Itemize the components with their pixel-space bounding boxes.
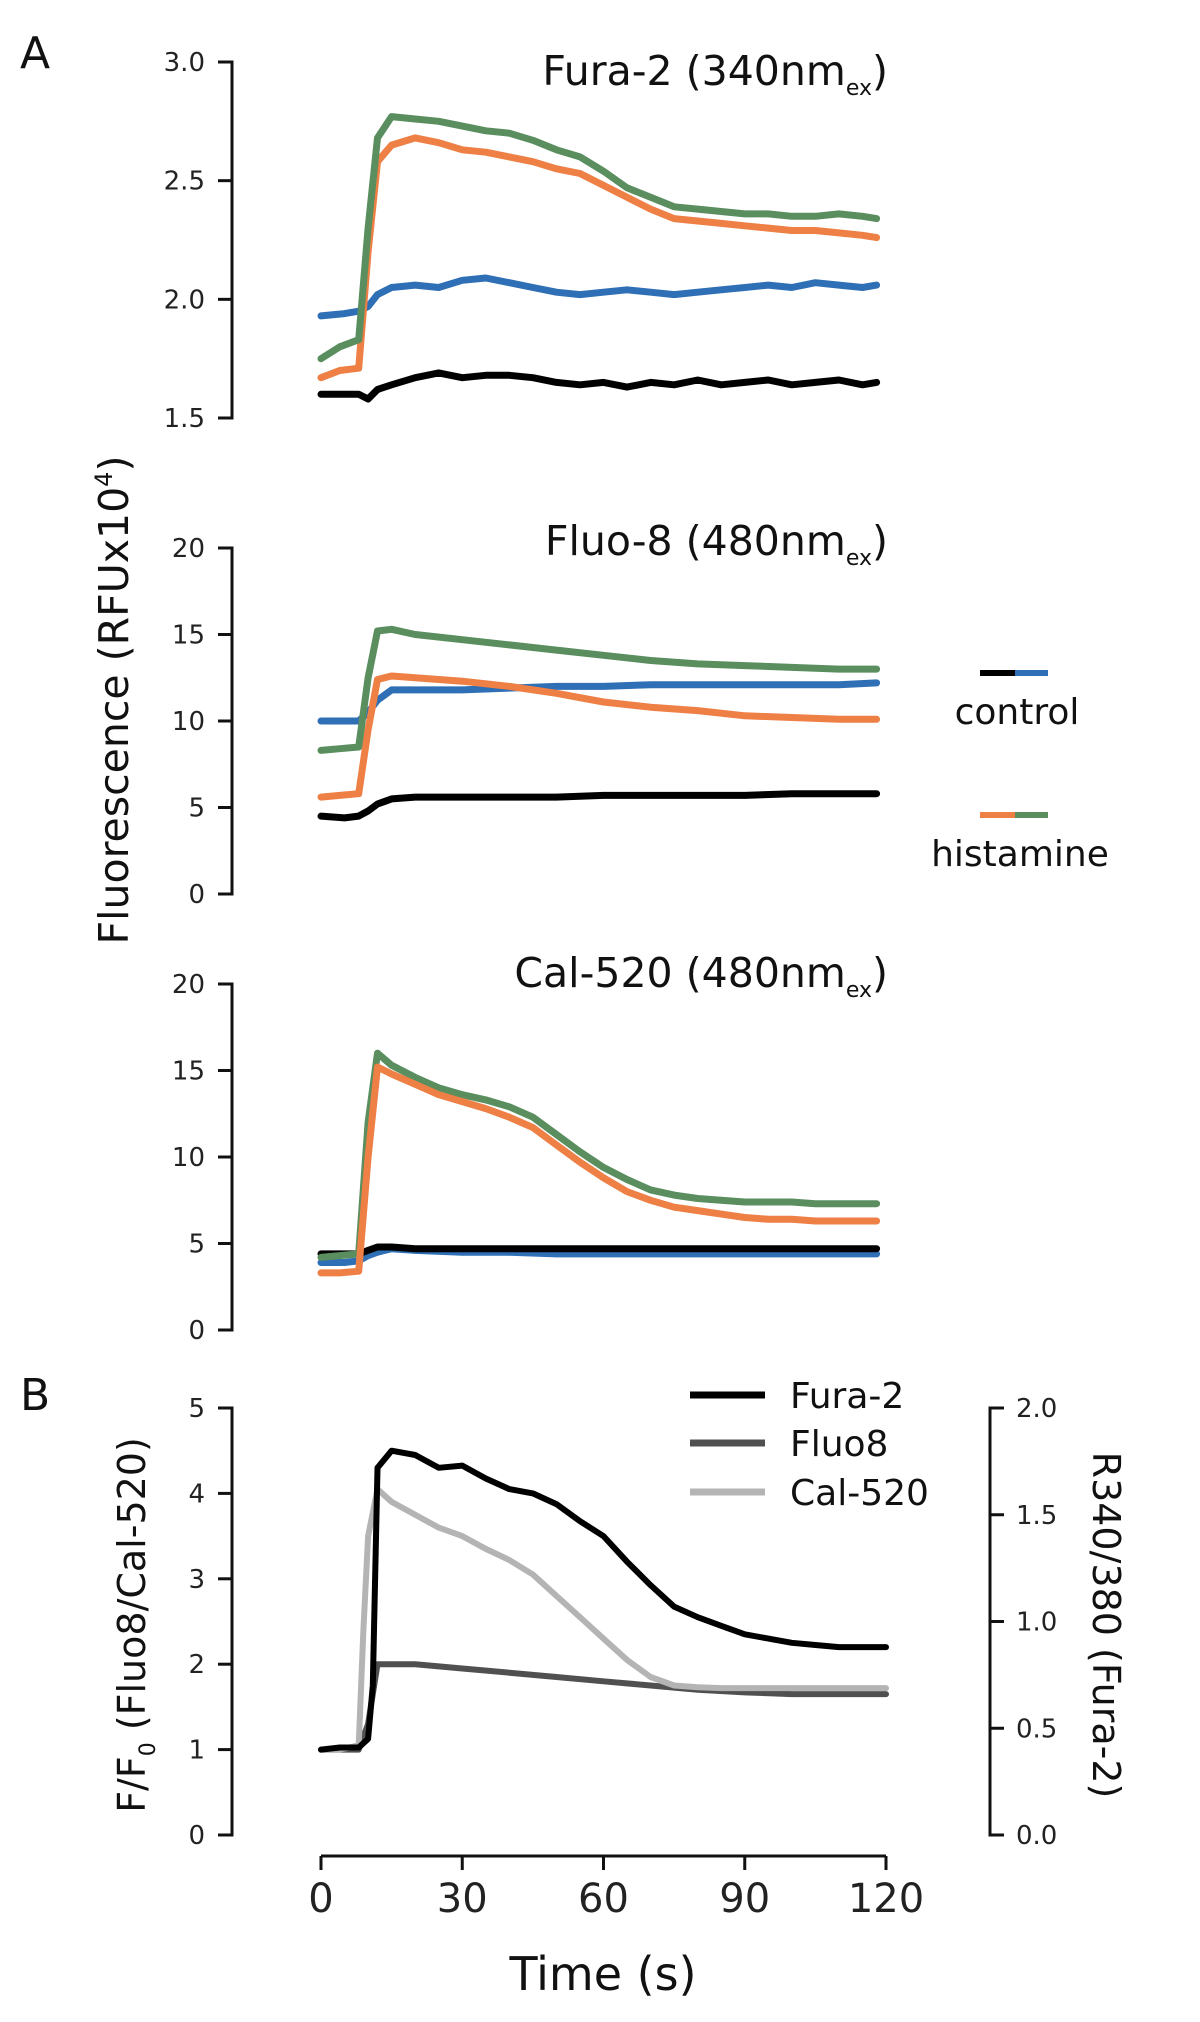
- fluo8-y-tick-label-5: 5: [188, 794, 205, 824]
- panel-b-left-y-tick-label-1: 1: [188, 1736, 205, 1766]
- panel-b-left-ylabel: F/F0 (Fluo8/Cal-520): [110, 1437, 161, 1813]
- x-tick-label-30: 30: [437, 1876, 488, 1922]
- panel-b-left-y-tick-label-2: 2: [188, 1650, 205, 1680]
- panel-b-traces: [318, 1447, 889, 1753]
- cal520-y-tick-label-10: 10: [172, 1143, 205, 1173]
- legend-b: Fura-2 Fluo8 Cal-520: [690, 1376, 929, 1514]
- fura2-title: Fura-2 (340nmex): [542, 47, 888, 101]
- legend-histamine-label: histamine: [931, 834, 1109, 875]
- cal520-histamine-trace-2: [317, 1063, 881, 1277]
- x-tick-label-60: 60: [578, 1876, 629, 1922]
- fura2-y-ticks: 1.5 2.0 2.5 3.0: [164, 48, 232, 434]
- panel-b-cal520-trace: [318, 1486, 889, 1753]
- fluo8-y-tick-label-15: 15: [172, 621, 205, 651]
- shared-ylabel-a: Fluorescence (RFUx104): [90, 456, 138, 945]
- x-axis-label: Time (s): [508, 1947, 696, 2001]
- panel-b-label: B: [20, 1370, 50, 1421]
- fura2-y-tick-label-2-0: 2.0: [164, 285, 205, 315]
- legend-a: control histamine: [931, 670, 1109, 875]
- fluo8-histamine-trace-2: [317, 625, 881, 754]
- cal520-control-trace-2: [317, 1243, 881, 1258]
- fluo8-y-tick-label-10: 10: [172, 707, 205, 737]
- x-tick-label-0: 0: [308, 1876, 333, 1922]
- panel-b-right-tick-label-0-5: 0.5: [1016, 1714, 1057, 1744]
- panel-b-right-tick-label-0-0: 0.0: [1016, 1821, 1057, 1851]
- fluo8-histamine-trace-1: [317, 672, 881, 801]
- panel-b-left-y-tick-label-0: 0: [188, 1821, 205, 1851]
- panel-b-left-y-tick-label-4: 4: [188, 1479, 205, 1509]
- panel-b-right-tick-label-1-0: 1.0: [1016, 1608, 1057, 1638]
- cal520-y-tick-label-15: 15: [172, 1057, 205, 1087]
- panel-b-right-ylabel: R340/380 (Fura-2): [1084, 1452, 1128, 1799]
- legend-fura2-label: Fura-2: [790, 1376, 904, 1417]
- fura2-histamine-trace-2: [317, 113, 881, 363]
- panel-b-right-ticks: 0.0 0.5 1.0 1.5 2.0: [990, 1394, 1057, 1851]
- fura2-y-tick-label-2-5: 2.5: [164, 167, 205, 197]
- x-tick-label-90: 90: [719, 1876, 770, 1922]
- cal520-title: Cal-520 (480nmex): [514, 949, 888, 1003]
- fluo8-traces: [317, 625, 881, 822]
- fura2-control-trace-2: [317, 274, 881, 320]
- fluo8-y-ticks: 0 5 10 15 20: [172, 534, 232, 910]
- panel-b-right-tick-label-1-5: 1.5: [1016, 1501, 1057, 1531]
- cal520-panel: Cal-520 (480nmex) 0 5 10 15 20: [172, 949, 888, 1346]
- fura2-y-tick-label-3-0: 3.0: [164, 48, 205, 78]
- fluo8-y-tick-label-20: 20: [172, 534, 205, 564]
- cal520-traces: [317, 1049, 881, 1277]
- fluo8-title: Fluo-8 (480nmex): [545, 517, 888, 571]
- fluo8-y-tick-label-0: 0: [188, 880, 205, 910]
- fluo8-panel: Fluo-8 (480nmex) 0 5 10 15 20: [172, 517, 888, 910]
- cal520-y-tick-label-20: 20: [172, 970, 205, 1000]
- panel-b-fluo8-trace: [318, 1661, 889, 1753]
- fura2-traces: [317, 113, 881, 403]
- legend-fluo8-label: Fluo8: [790, 1424, 888, 1465]
- fura2-histamine-trace-1: [317, 134, 881, 382]
- panel-b-fura2-trace: [318, 1447, 889, 1753]
- panel-b-right-tick-label-2-0: 2.0: [1016, 1394, 1057, 1424]
- panel-b-left-ticks: 0 1 2 3 4 5: [188, 1394, 232, 1851]
- legend-cal520-label: Cal-520: [790, 1473, 929, 1514]
- fura2-y-tick-label-1-5: 1.5: [164, 404, 205, 434]
- panel-b-left-y-tick-label-5: 5: [188, 1394, 205, 1424]
- cal520-histamine-trace-1: [317, 1049, 881, 1261]
- panel-a-label: A: [20, 28, 50, 79]
- panel-b-left-axis: [218, 1406, 234, 1837]
- legend-control-label: control: [955, 692, 1080, 733]
- cal520-y-ticks: 0 5 10 15 20: [172, 970, 232, 1346]
- fluo8-control-trace-1: [317, 790, 881, 822]
- cal520-y-tick-label-5: 5: [188, 1230, 205, 1260]
- cal520-y-tick-label-0: 0: [188, 1316, 205, 1346]
- x-tick-label-120: 120: [848, 1876, 924, 1922]
- fura2-panel: Fura-2 (340nmex) 1.5 2.0 2.5 3.0: [164, 47, 888, 434]
- fura2-control-trace-1: [317, 369, 881, 403]
- panel-b-left-y-tick-label-3: 3: [188, 1565, 205, 1595]
- panel-b: 0 1 2 3 4 5 0.0 0.5 1.0 1.5 2.0 0 30 60 90 120 F/F0 (…: [110, 1376, 1128, 1922]
- panel-b-x-ticks: 0 30 60 90 120: [308, 1856, 924, 1922]
- fura2-y-axis: [218, 60, 234, 420]
